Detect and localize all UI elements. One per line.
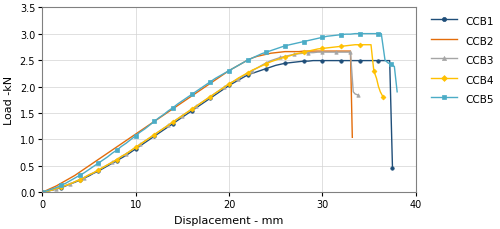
CCB3	[355, 94, 361, 97]
CCB1	[109, 162, 115, 165]
Line: CCB1: CCB1	[40, 60, 394, 194]
CCB3	[114, 158, 120, 161]
CCB5	[394, 91, 400, 94]
CCB1	[156, 132, 162, 135]
CCB4	[380, 96, 386, 99]
CCB3	[310, 52, 316, 55]
CCB5	[352, 33, 358, 36]
CCB4	[194, 105, 200, 108]
CCB5	[306, 40, 312, 43]
CCB4	[236, 77, 242, 80]
CCB2	[170, 108, 176, 111]
Line: CCB2: CCB2	[42, 52, 352, 193]
Line: CCB5: CCB5	[40, 33, 399, 194]
CCB4	[109, 161, 115, 164]
CCB5	[39, 191, 45, 194]
CCB2	[109, 149, 115, 152]
Legend: CCB1, CCB2, CCB3, CCB4, CCB5: CCB1, CCB2, CCB3, CCB4, CCB5	[428, 13, 496, 108]
CCB2	[324, 50, 330, 53]
Line: CCB3: CCB3	[40, 51, 360, 194]
CCB4	[160, 127, 166, 130]
CCB4	[352, 44, 358, 47]
CCB3	[314, 52, 320, 54]
CCB1	[310, 60, 316, 63]
Y-axis label: Load -kN: Load -kN	[4, 76, 14, 125]
CCB2	[39, 191, 45, 194]
CCB2	[216, 76, 222, 79]
Line: CCB4: CCB4	[40, 44, 385, 194]
CCB3	[81, 176, 87, 179]
CCB1	[236, 79, 242, 82]
CCB5	[138, 131, 143, 134]
CCB5	[128, 139, 134, 141]
CCB3	[216, 90, 222, 92]
CCB3	[39, 191, 45, 194]
CCB2	[300, 50, 306, 53]
CCB5	[250, 57, 256, 60]
CCB3	[320, 52, 326, 54]
CCB2	[350, 136, 356, 139]
CCB3	[138, 143, 143, 146]
CCB4	[39, 191, 45, 194]
CCB1	[160, 129, 166, 132]
CCB5	[188, 94, 194, 96]
X-axis label: Displacement - mm: Displacement - mm	[174, 215, 284, 225]
CCB4	[156, 131, 162, 133]
CCB4	[184, 112, 190, 114]
CCB1	[194, 107, 200, 110]
CCB2	[222, 73, 228, 76]
CCB1	[184, 113, 190, 116]
CCB1	[39, 191, 45, 194]
CCB1	[390, 167, 396, 170]
CCB2	[114, 146, 120, 149]
CCB5	[184, 97, 190, 100]
